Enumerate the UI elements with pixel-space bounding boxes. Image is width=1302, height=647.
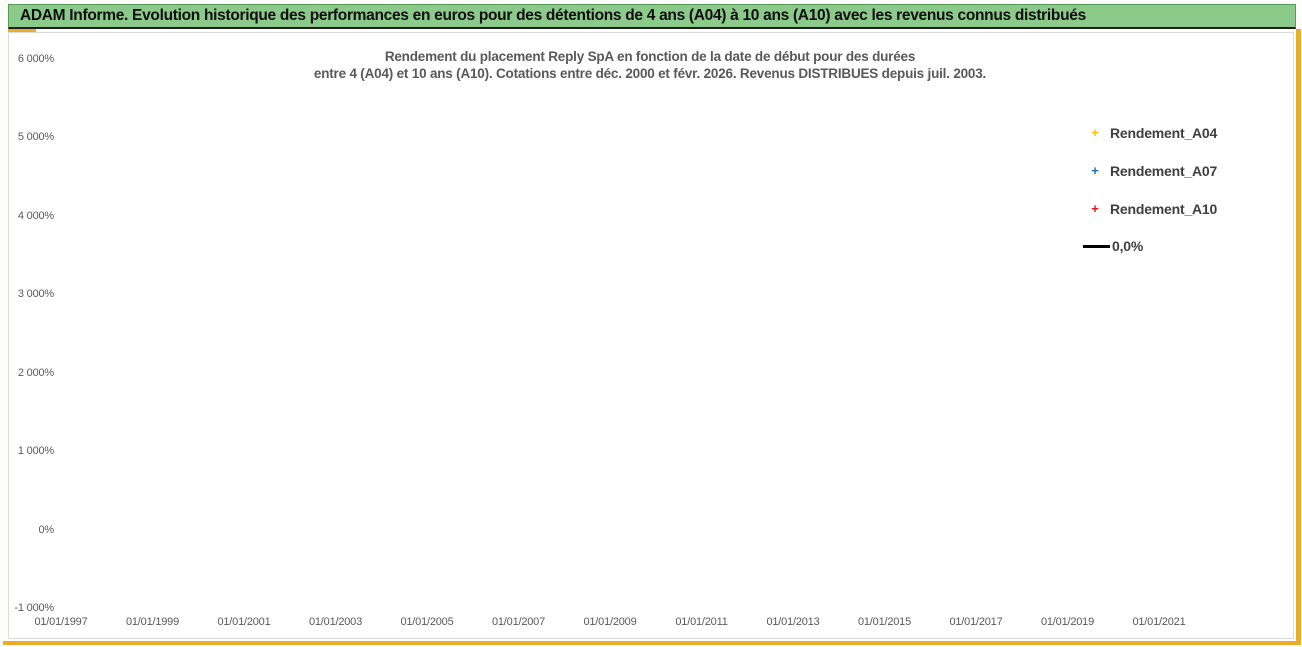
y-tick-label: 1 000% xyxy=(17,445,54,458)
x-tick-label: 01/01/2011 xyxy=(675,616,728,628)
plus-marker-icon: + xyxy=(1091,125,1099,140)
legend-item-zero-line: 0,0% xyxy=(1083,236,1143,256)
x-tick-label: 01/01/2003 xyxy=(308,616,363,628)
y-tick-label: 4 000% xyxy=(17,209,54,222)
chart-title-line1: Rendement du placement Reply SpA en fonc… xyxy=(384,49,916,64)
x-tick-label: 01/01/1997 xyxy=(34,616,88,628)
legend-label: Rendement_A10 xyxy=(1110,201,1218,217)
plus-marker-icon: + xyxy=(1091,201,1099,216)
x-tick-label: 01/01/1999 xyxy=(125,616,180,628)
x-tick-label: 01/01/2019 xyxy=(1040,616,1095,628)
legend-label: Rendement_A04 xyxy=(1110,125,1218,141)
x-tick-label: 01/01/2007 xyxy=(491,616,546,628)
legend-label: 0,0% xyxy=(1112,238,1144,254)
chart-title-line2: entre 4 (A04) et 10 ans (A10). Cotations… xyxy=(313,66,987,81)
gold-border-right xyxy=(1296,29,1301,645)
y-tick-label: 3 000% xyxy=(17,288,54,301)
x-tick-label: 01/01/2017 xyxy=(949,616,1003,628)
x-tick-label: 01/01/2015 xyxy=(857,616,912,628)
y-tick-label: 0% xyxy=(38,523,55,536)
x-tick-label: 01/01/2001 xyxy=(217,616,271,628)
legend-item-a04: + Rendement_A04 xyxy=(1080,123,1217,143)
x-tick-label: 01/01/2005 xyxy=(400,616,454,628)
y-tick-label: 6 000% xyxy=(17,53,54,65)
y-tick-label: 2 000% xyxy=(17,366,54,379)
x-tick-label: 01/01/2013 xyxy=(766,616,820,628)
header-bar: ADAM Informe. Evolution historique des p… xyxy=(8,4,1296,29)
zero-line-icon xyxy=(1083,244,1110,248)
legend-item-a10: + Rendement_A10 xyxy=(1080,199,1217,219)
legend-label: Rendement_A07 xyxy=(1110,163,1218,179)
y-tick-label: -1 000% xyxy=(14,602,54,614)
plus-marker-icon: + xyxy=(1091,163,1099,178)
legend-item-a07: + Rendement_A07 xyxy=(1080,161,1217,181)
chart-area-border xyxy=(8,32,1294,639)
chart-title: Rendement du placement Reply SpA en fonc… xyxy=(160,48,1140,82)
x-tick-label: 01/01/2021 xyxy=(1132,616,1186,628)
gold-border-bottom xyxy=(3,641,1301,645)
gold-border-top-left xyxy=(8,29,36,32)
header-title: ADAM Informe. Evolution historique des p… xyxy=(20,7,1086,24)
x-tick-label: 01/01/2009 xyxy=(583,616,637,628)
y-tick-label: 5 000% xyxy=(17,131,54,144)
